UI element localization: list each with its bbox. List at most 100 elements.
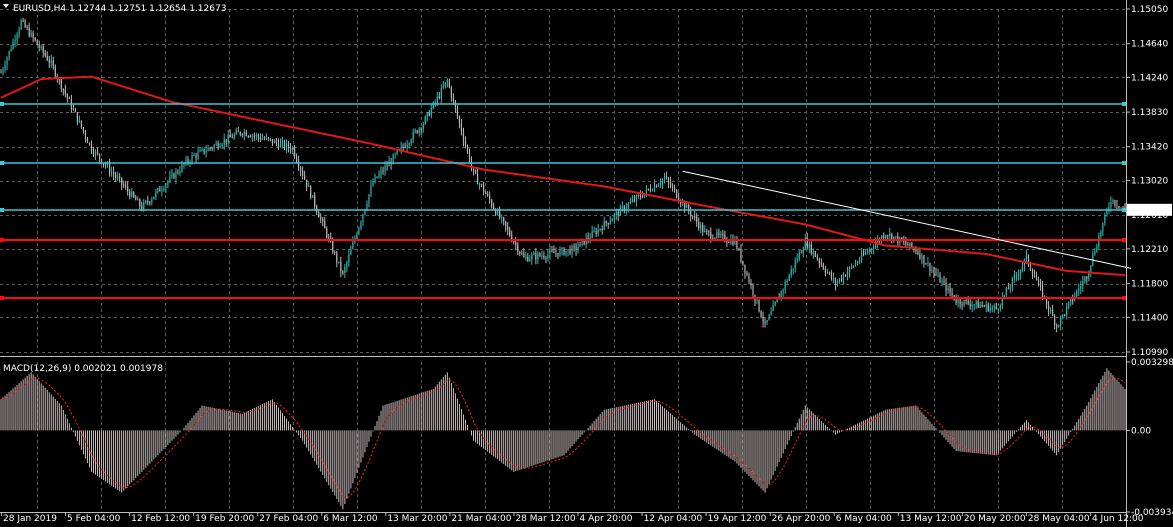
candle-body bbox=[531, 255, 533, 260]
chart-menu-icon[interactable] bbox=[3, 4, 9, 8]
candle-body bbox=[82, 127, 85, 132]
level-handle-left[interactable] bbox=[0, 102, 4, 106]
candle-body bbox=[203, 148, 205, 153]
candle-body bbox=[414, 130, 416, 132]
trendline[interactable] bbox=[682, 170, 1132, 269]
candle-body bbox=[159, 188, 161, 192]
candle-body bbox=[115, 174, 117, 178]
candle-body bbox=[995, 306, 997, 310]
candle-body bbox=[947, 287, 949, 291]
candle-body bbox=[380, 170, 382, 175]
candle-body bbox=[812, 251, 814, 254]
candle-body bbox=[609, 221, 611, 225]
candle-body bbox=[38, 44, 40, 48]
candle-body bbox=[637, 195, 640, 197]
candle-body bbox=[651, 190, 654, 192]
candle-body bbox=[452, 97, 455, 101]
candle-body bbox=[525, 256, 527, 258]
time-axis-label: 13 May 12:00 bbox=[900, 514, 962, 524]
candle-body bbox=[44, 52, 46, 56]
candle-body bbox=[489, 195, 491, 201]
candle-body bbox=[484, 192, 487, 195]
candle-body bbox=[442, 86, 444, 89]
candle-body bbox=[195, 154, 197, 158]
candle-body bbox=[977, 301, 979, 308]
candle-body bbox=[1062, 314, 1064, 317]
candle-body bbox=[607, 223, 609, 225]
candle-body bbox=[295, 156, 298, 162]
candle-body bbox=[720, 234, 722, 236]
level-handle-right[interactable] bbox=[1122, 296, 1126, 300]
candle-body bbox=[344, 267, 346, 274]
candle-body bbox=[738, 248, 740, 250]
candle-body bbox=[842, 275, 845, 281]
level-handle-right[interactable] bbox=[1122, 208, 1126, 212]
price-axis-label: 1.14240 bbox=[1131, 73, 1168, 83]
candle-body bbox=[420, 128, 422, 130]
candle-body bbox=[1116, 205, 1118, 207]
candle-body bbox=[555, 253, 557, 255]
candle-body bbox=[1003, 294, 1005, 298]
candle-body bbox=[989, 307, 991, 311]
candle-body bbox=[875, 243, 877, 248]
candle-body bbox=[362, 214, 364, 222]
candle-body bbox=[965, 300, 967, 302]
candle-body bbox=[428, 112, 430, 116]
candle-body bbox=[589, 238, 591, 240]
candle-body bbox=[60, 79, 62, 89]
candle-body bbox=[519, 251, 521, 254]
candle-body bbox=[517, 244, 519, 252]
candle-body bbox=[929, 262, 931, 271]
candle-body bbox=[342, 271, 344, 274]
candle-body bbox=[10, 49, 12, 51]
level-handle-right[interactable] bbox=[1122, 161, 1126, 165]
candle-body bbox=[102, 163, 105, 165]
candle-body bbox=[14, 40, 16, 42]
candle-body bbox=[818, 259, 820, 263]
level-handle-left[interactable] bbox=[0, 161, 4, 165]
candle-body bbox=[1110, 202, 1112, 208]
candle-body bbox=[372, 182, 374, 186]
candle-body bbox=[352, 241, 354, 249]
candle-body bbox=[1052, 309, 1054, 316]
candle-body bbox=[332, 241, 334, 253]
candle-body bbox=[957, 299, 959, 303]
level-handle-right[interactable] bbox=[1122, 238, 1126, 242]
candle-body bbox=[58, 78, 60, 80]
candle-body bbox=[1021, 265, 1024, 270]
candle-body bbox=[832, 278, 835, 280]
level-handle-right[interactable] bbox=[1122, 102, 1126, 106]
level-handle-left[interactable] bbox=[0, 208, 4, 212]
macd-axis-label: 0.00 bbox=[1131, 426, 1151, 436]
candle-body bbox=[750, 282, 752, 286]
candle-body bbox=[436, 96, 438, 102]
level-handle-left[interactable] bbox=[0, 238, 4, 242]
candle-body bbox=[302, 170, 304, 176]
candle-body bbox=[249, 136, 251, 138]
candle-body bbox=[752, 285, 754, 295]
candle-body bbox=[491, 200, 493, 207]
candle-body bbox=[478, 184, 481, 186]
candle-body bbox=[26, 26, 28, 29]
level-handle-left[interactable] bbox=[0, 296, 4, 300]
candle-body bbox=[676, 189, 678, 198]
candle-body bbox=[561, 248, 563, 251]
candle-body bbox=[758, 299, 760, 312]
candle-body bbox=[909, 242, 911, 246]
candle-body bbox=[889, 233, 891, 237]
candle-body bbox=[991, 307, 993, 309]
candle-body bbox=[834, 278, 837, 285]
candle-body bbox=[1009, 286, 1011, 290]
price-axis-label: 1.12610 bbox=[1131, 211, 1168, 221]
candle-body bbox=[1031, 269, 1034, 276]
candle-body bbox=[716, 232, 718, 238]
candle-body bbox=[1056, 325, 1058, 327]
candle-body bbox=[127, 186, 129, 192]
candle-body bbox=[446, 80, 448, 83]
candle-body bbox=[145, 200, 147, 203]
candle-body bbox=[480, 184, 483, 186]
candle-body bbox=[551, 250, 553, 252]
candle-body bbox=[346, 262, 348, 268]
candle-body bbox=[665, 177, 668, 179]
